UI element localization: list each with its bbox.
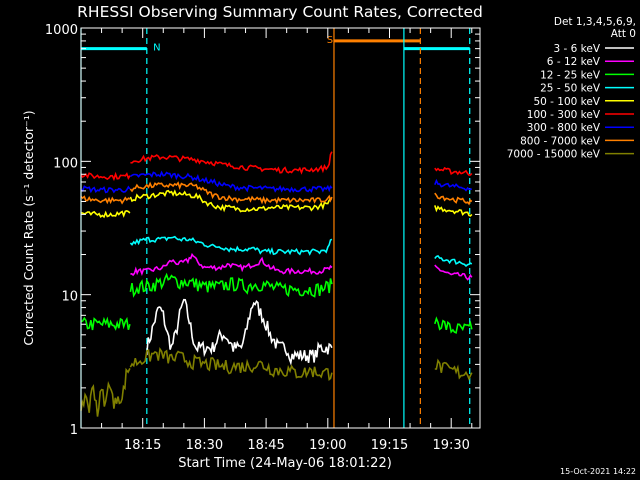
legend-label: 12 - 25 keV xyxy=(540,69,601,81)
series-layer xyxy=(80,151,473,417)
plot-frame xyxy=(80,27,481,429)
series-line-25-50-keV xyxy=(434,254,473,267)
series-line-50-100-keV xyxy=(434,205,473,217)
series-line-800-7000-keV xyxy=(129,181,333,205)
x-tick-label: 19:15 xyxy=(371,438,408,453)
series-line-12-25-keV xyxy=(129,272,333,298)
series-line-100-300-keV xyxy=(130,151,333,175)
x-axis-label: Start Time (24-May-06 18:01:22) xyxy=(178,456,392,471)
series-line-50-100-keV xyxy=(129,189,333,213)
legend-label: 800 - 7000 keV xyxy=(520,135,601,147)
legend-label: 300 - 800 keV xyxy=(527,122,601,134)
legend-header: Att 0 xyxy=(611,28,636,40)
flag-label-n: N xyxy=(153,43,160,54)
y-tick-label: 1 xyxy=(70,423,78,438)
flag-label-s: S xyxy=(327,35,333,46)
y-tick-label: 1000 xyxy=(45,23,78,38)
x-axis: 18:15 18:30 18:45 19:00 19:15 19:30 xyxy=(101,28,473,453)
series-line-6-12-keV xyxy=(434,264,473,281)
series-line-800-7000-keV xyxy=(80,195,131,205)
series-line-800-7000-keV xyxy=(434,192,473,206)
series-line-6-12-keV xyxy=(130,252,333,277)
series-line-3-6-keV xyxy=(146,298,333,366)
legend-label: 7000 - 15000 keV xyxy=(507,149,601,161)
legend-label: 100 - 300 keV xyxy=(527,109,601,121)
series-line-25-50-keV xyxy=(129,235,333,256)
x-tick-label: 19:00 xyxy=(309,438,346,453)
series-line-50-100-keV xyxy=(80,210,131,219)
legend-label: 50 - 100 keV xyxy=(533,96,600,108)
y-tick-label: 10 xyxy=(61,290,78,305)
legend-label: 25 - 50 keV xyxy=(540,83,601,95)
legend-label: 3 - 6 keV xyxy=(553,43,600,55)
x-tick-label: 18:15 xyxy=(124,438,161,453)
series-line-7000-15000-keV xyxy=(80,367,131,417)
series-line-7000-15000-keV xyxy=(434,358,473,381)
y-tick-label: 100 xyxy=(53,156,78,171)
x-tick-label: 18:30 xyxy=(186,438,223,453)
series-line-300-800-keV xyxy=(129,170,333,194)
series-line-100-300-keV xyxy=(434,166,473,176)
timestamp-label: 15-Oct-2021 14:22 xyxy=(560,467,636,476)
x-tick-label: 19:30 xyxy=(432,438,469,453)
boundary-layer xyxy=(80,28,471,428)
series-line-7000-15000-keV xyxy=(129,346,333,382)
series-line-100-300-keV xyxy=(80,171,131,182)
series-line-300-800-keV xyxy=(80,185,131,194)
flag-layer: NS xyxy=(81,35,470,54)
legend-label: 6 - 12 keV xyxy=(547,56,601,68)
x-tick-label: 18:45 xyxy=(247,438,284,453)
legend-header: Det 1,3,4,5,6,9, xyxy=(554,16,636,28)
series-line-300-800-keV xyxy=(434,178,472,192)
y-axis-label: Corrected Count Rate (s⁻¹ detector⁻¹) xyxy=(21,110,36,345)
chart-title: RHESSI Observing Summary Count Rates, Co… xyxy=(77,3,483,21)
series-line-12-25-keV xyxy=(80,316,131,331)
series-line-12-25-keV xyxy=(434,316,473,334)
